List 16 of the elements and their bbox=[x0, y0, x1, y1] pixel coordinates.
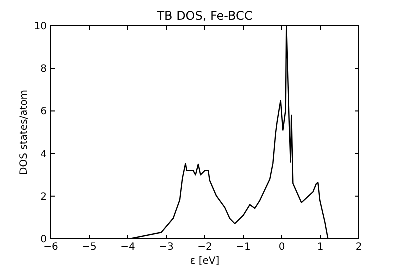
x-tick-label: −2 bbox=[198, 242, 212, 253]
x-tick-label: −3 bbox=[159, 242, 174, 253]
y-tick-label: 8 bbox=[40, 64, 47, 76]
x-tick-label: 1 bbox=[317, 242, 324, 253]
y-tick-label: 2 bbox=[40, 192, 47, 203]
y-axis-title: DOS states/atom bbox=[19, 90, 30, 175]
x-tick-label: 2 bbox=[356, 242, 362, 253]
x-tick-label: 0 bbox=[278, 242, 286, 253]
y-tick-label: 4 bbox=[40, 149, 47, 160]
x-tick-label: −5 bbox=[82, 242, 97, 253]
x-tick-label: −1 bbox=[236, 242, 251, 253]
x-tick-label: −4 bbox=[120, 242, 136, 253]
x-axis-title: ε [eV] bbox=[190, 256, 220, 266]
y-tick-label: 10 bbox=[34, 22, 47, 32]
chart-title: TB DOS, Fe-BCC bbox=[156, 9, 253, 23]
y-tick-label: 6 bbox=[40, 106, 47, 118]
